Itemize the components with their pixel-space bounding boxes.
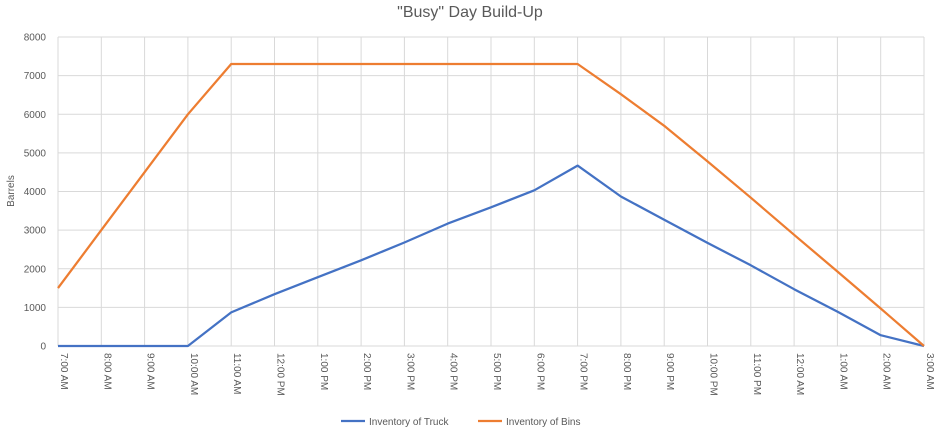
series-lines xyxy=(57,62,925,348)
y-tick-label: 0 xyxy=(40,342,46,353)
series-line xyxy=(58,164,925,348)
y-tick-label: 2000 xyxy=(24,264,47,275)
x-tick-label: 9:00 PM xyxy=(664,353,675,390)
y-tick-label: 1000 xyxy=(24,303,47,314)
x-tick-label: 3:00 PM xyxy=(404,353,415,390)
x-tick-label: 12:00 AM xyxy=(794,353,805,395)
y-tick-label: 6000 xyxy=(24,110,47,121)
x-tick-label: 4:00 PM xyxy=(448,353,459,390)
x-tick-label: 8:00 AM xyxy=(101,353,112,390)
y-tick-label: 5000 xyxy=(24,148,47,159)
y-tick-label: 3000 xyxy=(24,226,47,237)
x-tick-label: 7:00 AM xyxy=(58,353,69,390)
x-tick-label: 12:00 PM xyxy=(275,353,286,396)
legend-item: Inventory of Truck xyxy=(341,417,449,428)
x-tick-label: 11:00 PM xyxy=(751,353,762,395)
y-axis-label: Barrels xyxy=(6,175,17,207)
legend-label: Inventory of Truck xyxy=(369,417,449,428)
x-tick-labels: 7:00 AM 8:00 AM 9:00 AM 10:00 AM 11:00 AM 12:… xyxy=(58,353,935,396)
x-tick-label: 11:00 AM xyxy=(231,353,242,395)
x-tick-label: 10:00 PM xyxy=(708,353,719,396)
x-tick-label: 7:00 PM xyxy=(578,353,589,390)
x-tick-label: 9:00 AM xyxy=(145,353,156,390)
y-tick-label: 4000 xyxy=(24,187,47,198)
y-tick-labels: 0 1000 2000 3000 4000 5000 6000 7000 8000 xyxy=(24,33,47,353)
x-tick-label: 1:00 AM xyxy=(837,353,848,390)
x-tick-label: 1:00 PM xyxy=(318,353,329,390)
x-tick-label: 2:00 PM xyxy=(361,353,372,390)
legend-label: Inventory of Bins xyxy=(506,417,580,428)
x-tick-label: 6:00 PM xyxy=(534,353,545,390)
x-tick-label: 8:00 PM xyxy=(621,353,632,390)
x-tick-label: 3:00 AM xyxy=(924,353,935,390)
x-tick-label: 2:00 AM xyxy=(881,353,892,390)
x-tick-label: 10:00 AM xyxy=(188,353,199,395)
gridlines xyxy=(57,36,925,347)
y-tick-label: 7000 xyxy=(24,71,47,82)
series-line xyxy=(57,62,925,347)
y-tick-label: 8000 xyxy=(24,33,47,44)
legend: Inventory of Truck Inventory of Bins xyxy=(341,417,580,428)
chart-title: "Busy" Day Build-Up xyxy=(397,4,543,21)
legend-item: Inventory of Bins xyxy=(478,417,580,428)
x-tick-label: 5:00 PM xyxy=(491,353,502,390)
